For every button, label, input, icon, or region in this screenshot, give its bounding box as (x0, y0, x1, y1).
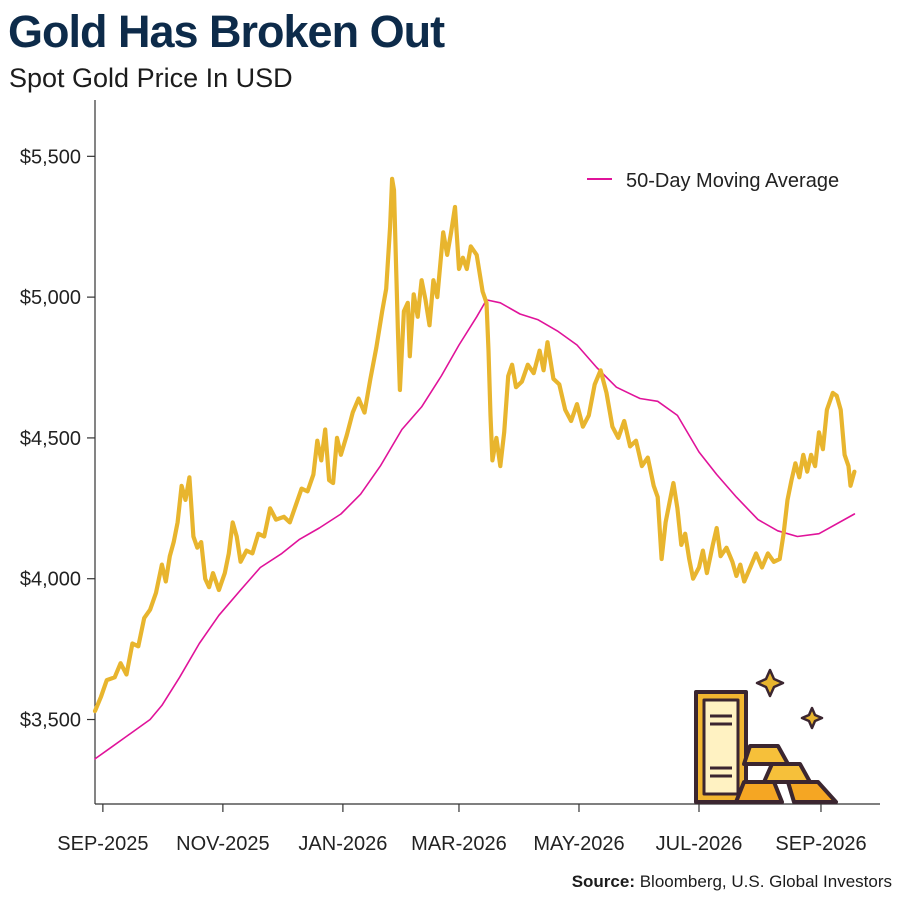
y-tick-label: $5,500 (20, 146, 81, 168)
chart-axes: $3,500 $4,000 $4,500 $5,000 $5,500 SEP-2025 NO… (20, 100, 880, 855)
x-tick-label: SEP-2025 (57, 833, 148, 855)
x-tick-label: MAR-2026 (411, 833, 507, 855)
chart-title: Gold Has Broken Out (8, 6, 445, 57)
x-tick-label: JUL-2026 (656, 833, 743, 855)
y-tick-label: $4,500 (20, 428, 81, 450)
chart-legend: 50-Day Moving Average (587, 170, 839, 192)
chart-subtitle: Spot Gold Price In USD (9, 63, 293, 93)
y-tick-label: $4,000 (20, 569, 81, 591)
gold-bars-icon (688, 668, 848, 813)
source-label: Source: (571, 872, 635, 891)
y-tick-label: $5,000 (20, 287, 81, 309)
x-tick-label: SEP-2026 (775, 833, 866, 855)
legend-label-ma50: 50-Day Moving Average (626, 170, 839, 192)
series-line-spot-gold (92, 176, 857, 714)
x-tick-label: JAN-2026 (298, 833, 387, 855)
x-tick-label: NOV-2025 (176, 833, 269, 855)
source-text: Bloomberg, U.S. Global Investors (639, 872, 892, 891)
chart-series (92, 176, 857, 760)
source-note: Source: Bloomberg, U.S. Global Investors (572, 872, 892, 892)
y-tick-label: $3,500 (20, 710, 81, 732)
series-line-50-day-moving-average (94, 299, 856, 760)
x-tick-label: MAY-2026 (533, 833, 624, 855)
